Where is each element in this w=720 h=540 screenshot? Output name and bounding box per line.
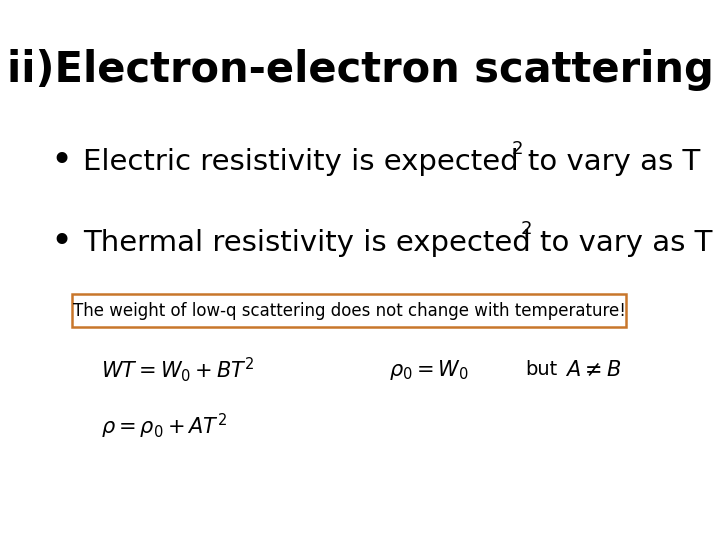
Text: but: but	[526, 360, 558, 380]
Text: The weight of low-q scattering does not change with temperature!: The weight of low-q scattering does not …	[73, 301, 626, 320]
Text: 2: 2	[511, 139, 523, 158]
Text: Electric resistivity is expected to vary as T: Electric resistivity is expected to vary…	[83, 148, 700, 176]
Text: $WT = W_0 + BT^2$: $WT = W_0 + BT^2$	[101, 355, 254, 384]
Text: $\rho = \rho_0 + AT^2$: $\rho = \rho_0 + AT^2$	[101, 412, 227, 441]
Text: $A \neq B$: $A \neq B$	[565, 360, 621, 380]
Text: •: •	[50, 225, 73, 261]
Text: Thermal resistivity is expected to vary as T: Thermal resistivity is expected to vary …	[83, 229, 712, 257]
Text: $\rho_0 = W_0$: $\rho_0 = W_0$	[389, 358, 469, 382]
Text: •: •	[50, 144, 73, 180]
Text: ii)Electron-electron scattering: ii)Electron-electron scattering	[6, 49, 714, 91]
Text: 2: 2	[521, 220, 532, 239]
